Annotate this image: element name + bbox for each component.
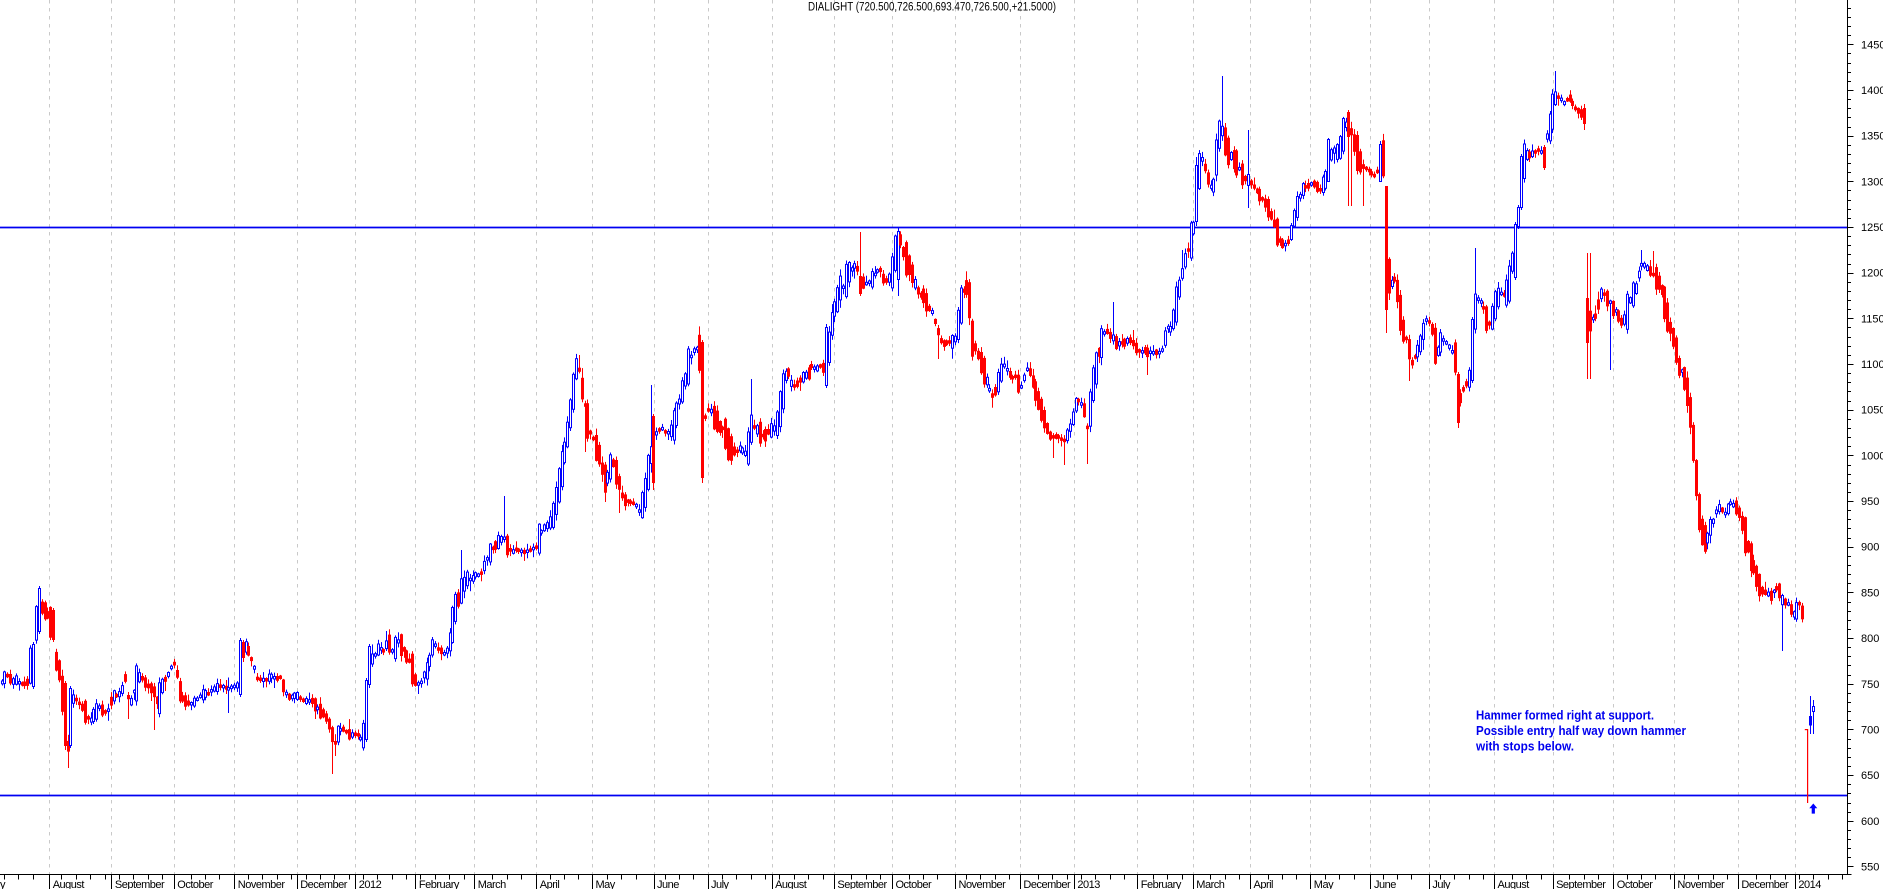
svg-text:1300: 1300 [1861, 176, 1883, 188]
svg-text:March: March [478, 879, 506, 889]
svg-text:November: November [959, 879, 1007, 889]
svg-text:May: May [596, 879, 616, 889]
svg-text:700: 700 [1861, 724, 1879, 736]
svg-text:February: February [1141, 879, 1182, 889]
svg-text:March: March [1196, 879, 1224, 889]
svg-text:1000: 1000 [1861, 450, 1883, 462]
svg-text:July: July [1432, 879, 1451, 889]
svg-text:August: August [775, 879, 807, 889]
svg-text:August: August [1498, 879, 1530, 889]
svg-text:December: December [1023, 879, 1071, 889]
svg-text:850: 850 [1861, 587, 1879, 599]
svg-text:Hammer formed right at support: Hammer formed right at support. [1476, 708, 1654, 723]
svg-text:1450: 1450 [1861, 39, 1883, 51]
svg-text:July: July [711, 879, 730, 889]
svg-text:1350: 1350 [1861, 131, 1883, 143]
svg-text:May: May [1314, 879, 1334, 889]
svg-text:2014: 2014 [1798, 879, 1821, 889]
svg-text:550: 550 [1861, 861, 1879, 873]
svg-text:with stops below.: with stops below. [1475, 739, 1574, 754]
svg-text:1250: 1250 [1861, 222, 1883, 234]
svg-text:1100: 1100 [1861, 359, 1883, 371]
svg-text:900: 900 [1861, 542, 1879, 554]
svg-text:October: October [1617, 879, 1653, 889]
svg-text:December: December [300, 879, 348, 889]
svg-text:June: June [1374, 879, 1396, 889]
svg-text:1050: 1050 [1861, 405, 1883, 417]
svg-text:2012: 2012 [359, 879, 382, 889]
svg-text:1200: 1200 [1861, 268, 1883, 280]
svg-text:650: 650 [1861, 770, 1879, 782]
svg-text:950: 950 [1861, 496, 1879, 508]
svg-text:August: August [53, 879, 85, 889]
svg-text:800: 800 [1861, 633, 1879, 645]
svg-text:2013: 2013 [1077, 879, 1100, 889]
svg-text:June: June [657, 879, 679, 889]
svg-text:September: September [115, 879, 165, 889]
svg-text:April: April [1254, 879, 1274, 889]
svg-text:November: November [1677, 879, 1725, 889]
svg-text:November: November [238, 879, 286, 889]
svg-text:December: December [1741, 879, 1789, 889]
svg-text:1150: 1150 [1861, 313, 1883, 325]
svg-text:October: October [177, 879, 213, 889]
svg-text:y: y [0, 879, 6, 889]
svg-text:750: 750 [1861, 679, 1879, 691]
svg-text:1400: 1400 [1861, 85, 1883, 97]
svg-text:September: September [837, 879, 887, 889]
svg-text:Possible entry half way down h: Possible entry half way down hammer [1476, 723, 1686, 738]
svg-text:DIALIGHT (720.500,726.500,693.: DIALIGHT (720.500,726.500,693.470,726.50… [808, 2, 1056, 14]
svg-text:October: October [896, 879, 932, 889]
svg-text:600: 600 [1861, 816, 1879, 828]
svg-text:September: September [1556, 879, 1606, 889]
svg-text:April: April [540, 879, 560, 889]
svg-text:February: February [419, 879, 460, 889]
